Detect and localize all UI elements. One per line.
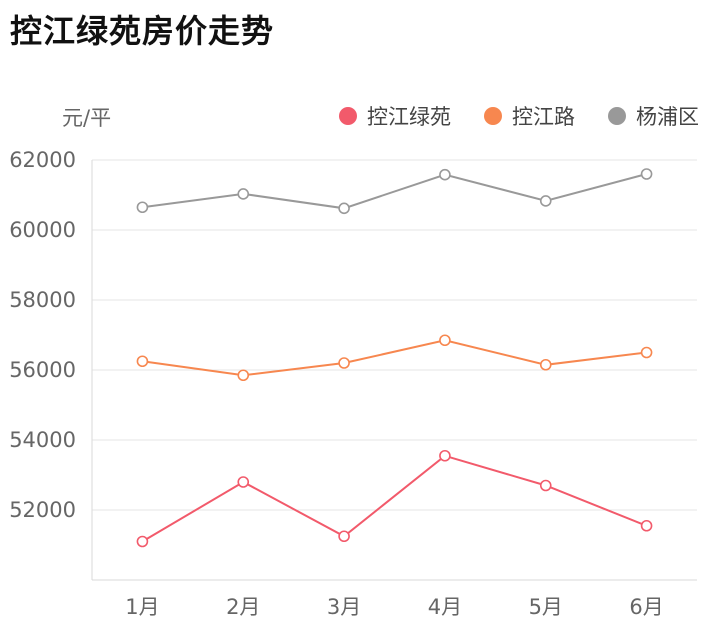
y-tick-label: 60000 xyxy=(9,218,76,242)
data-point xyxy=(439,449,451,462)
series-line xyxy=(142,173,647,210)
data-point xyxy=(338,357,350,369)
x-tick-label: 5月 xyxy=(529,595,563,619)
legend-marker xyxy=(608,107,626,125)
y-tick-label: 56000 xyxy=(9,358,76,382)
y-tick-label: 62000 xyxy=(9,148,76,172)
data-point xyxy=(640,168,653,180)
data-point xyxy=(237,369,250,382)
data-point xyxy=(136,535,149,548)
x-tick-label: 3月 xyxy=(327,595,361,619)
data-point xyxy=(136,201,149,214)
data-point xyxy=(640,346,653,359)
data-point xyxy=(237,476,250,488)
y-tick-label: 54000 xyxy=(9,428,76,452)
legend-marker xyxy=(339,107,357,125)
x-tick-label: 1月 xyxy=(125,595,159,619)
x-tick-label: 2月 xyxy=(226,595,260,619)
data-point xyxy=(539,358,552,371)
legend-label: 控江绿苑 xyxy=(367,105,451,129)
y-tick-label: 52000 xyxy=(9,498,76,522)
data-point xyxy=(338,202,350,215)
x-tick-label: 6月 xyxy=(629,595,663,619)
data-point xyxy=(338,530,350,543)
y-tick-label: 58000 xyxy=(9,288,76,312)
data-point xyxy=(640,519,653,532)
chart-title: 控江绿苑房价走势 xyxy=(10,12,275,50)
series-line xyxy=(142,339,647,377)
legend-label: 杨浦区 xyxy=(636,105,699,129)
legend-label: 控江路 xyxy=(512,105,575,129)
y-axis-unit: 元/平 xyxy=(62,106,111,130)
series-line xyxy=(141,454,647,543)
data-point xyxy=(539,479,552,492)
data-point xyxy=(136,355,149,368)
data-point xyxy=(237,188,250,200)
legend-marker xyxy=(484,107,502,125)
data-point xyxy=(439,334,451,347)
x-tick-label: 4月 xyxy=(428,595,462,619)
data-point xyxy=(439,168,451,181)
data-point xyxy=(539,195,552,207)
